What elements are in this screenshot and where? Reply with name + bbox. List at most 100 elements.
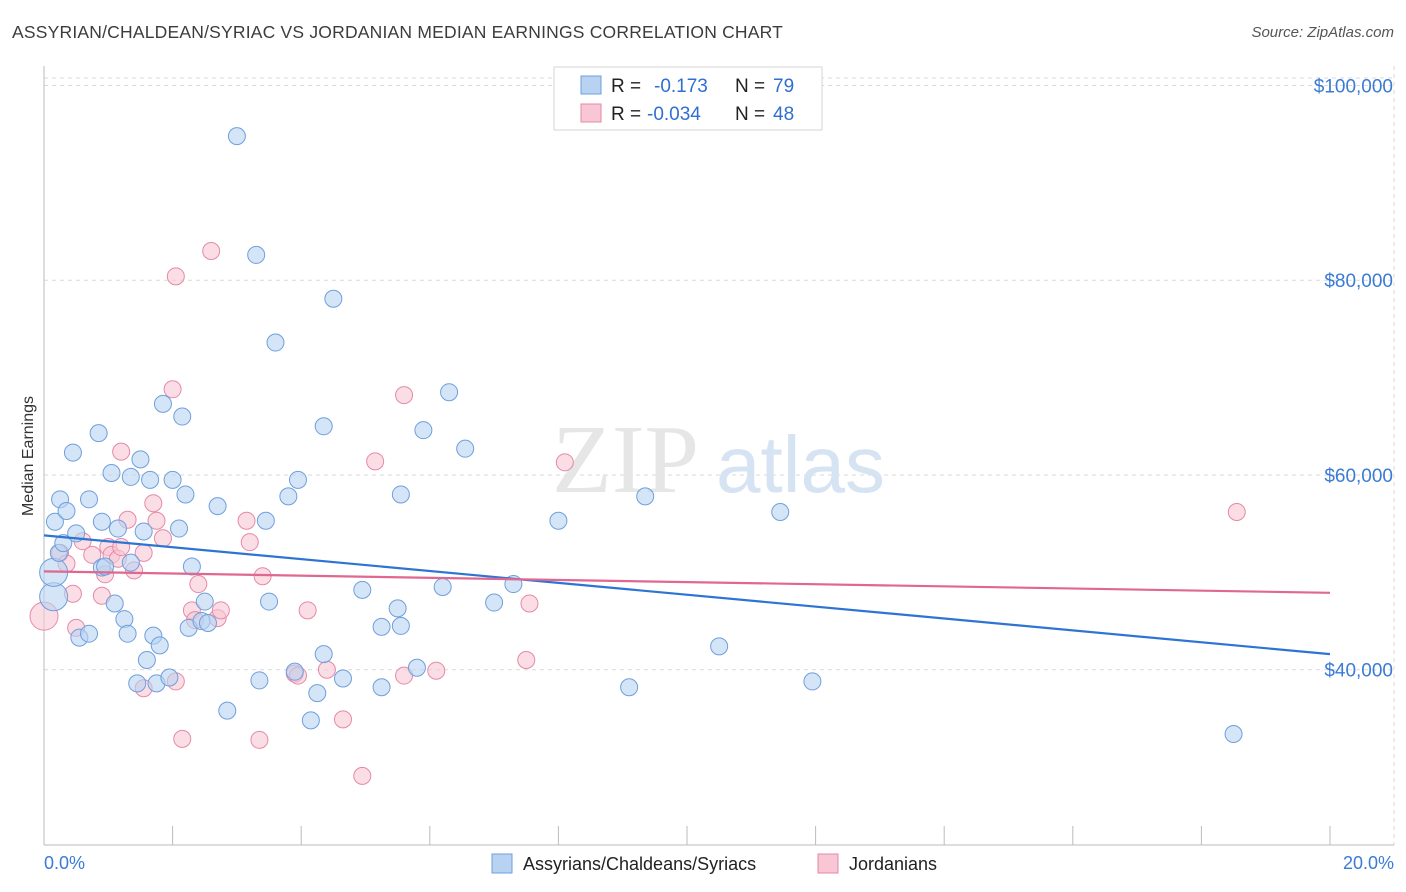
assyrian-point-15 bbox=[96, 557, 115, 576]
assyrian-point-68 bbox=[440, 383, 459, 402]
legend-n-label-1: N = bbox=[735, 76, 765, 97]
jordanian-point-13 bbox=[112, 442, 131, 461]
legend-r-value-1: -0.173 bbox=[654, 76, 708, 97]
jordanian-point-40 bbox=[353, 766, 372, 785]
stats-legend: R = -0.173 N = 79 R = -0.034 N = 48 bbox=[553, 66, 823, 131]
assyrian-point-5 bbox=[54, 534, 73, 553]
assyrian-point-75 bbox=[710, 637, 729, 656]
assyrian-point-54 bbox=[308, 684, 327, 703]
assyrian-point-52 bbox=[288, 470, 307, 489]
assyrian-point-49 bbox=[266, 333, 285, 352]
assyrian-point-13 bbox=[92, 512, 111, 531]
assyrian-point-30 bbox=[150, 636, 169, 655]
assyrian-point-21 bbox=[121, 553, 140, 572]
assyrian-point-78 bbox=[1224, 724, 1243, 743]
jordanian-point-6 bbox=[83, 545, 102, 564]
jordanian-point-22 bbox=[163, 380, 182, 399]
assyrian-point-33 bbox=[163, 470, 182, 489]
assyrian-point-31 bbox=[153, 394, 172, 413]
assyrian-point-41 bbox=[198, 613, 217, 632]
assyrian-point-56 bbox=[314, 417, 333, 436]
series-legend-label-pink: Jordanians bbox=[849, 854, 937, 874]
assyrian-point-35 bbox=[173, 407, 192, 426]
assyrian-point-44 bbox=[227, 127, 246, 146]
assyrian-point-67 bbox=[433, 577, 452, 596]
assyrian-point-58 bbox=[333, 669, 352, 688]
assyrian-point-62 bbox=[388, 599, 407, 618]
assyrian-point-72 bbox=[549, 511, 568, 530]
assyrian-point-59 bbox=[353, 580, 372, 599]
jordanian-point-20 bbox=[153, 529, 172, 548]
assyrians-points bbox=[39, 127, 1243, 743]
jordanian-point-44 bbox=[427, 661, 446, 680]
assyrian-point-18 bbox=[108, 519, 127, 538]
x-tick-label-min: 0.0% bbox=[44, 853, 85, 873]
assyrian-point-65 bbox=[407, 658, 426, 677]
jordanian-point-42 bbox=[395, 386, 414, 405]
assyrian-trend-line bbox=[43, 534, 1331, 656]
assyrian-point-45 bbox=[247, 245, 266, 264]
assyrian-point-32 bbox=[160, 668, 179, 687]
legend-r-value-2: -0.034 bbox=[647, 104, 701, 125]
assyrian-point-24 bbox=[131, 450, 150, 469]
jordanian-point-31 bbox=[237, 511, 256, 530]
y-tick-labels: $40,000 $60,000 $80,000 $100,000 bbox=[1314, 76, 1393, 681]
jordanian-point-46 bbox=[520, 594, 539, 613]
series-legend-swatch-blue bbox=[491, 853, 513, 874]
jordanian-point-37 bbox=[298, 601, 317, 620]
series-legend: Assyrians/Chaldeans/Syriacs Jordanians bbox=[491, 853, 937, 874]
watermark-zip: ZIP bbox=[552, 406, 699, 514]
assyrian-point-70 bbox=[485, 593, 504, 612]
assyrian-point-51 bbox=[285, 662, 304, 681]
assyrian-point-36 bbox=[176, 485, 195, 504]
assyrian-point-76 bbox=[771, 502, 790, 521]
assyrian-point-38 bbox=[182, 557, 201, 576]
assyrian-point-48 bbox=[260, 592, 279, 611]
assyrian-point-12 bbox=[89, 424, 108, 443]
assyrian-point-19 bbox=[115, 610, 134, 629]
watermark-atlas: atlas bbox=[716, 420, 885, 509]
legend-swatch-pink bbox=[580, 103, 602, 123]
x-tick-label-max: 20.0% bbox=[1343, 853, 1394, 873]
jordanian-point-45 bbox=[517, 650, 536, 669]
zipatlas-watermark: ZIP atlas bbox=[552, 406, 885, 514]
y-tick-label-3: $100,000 bbox=[1314, 76, 1393, 97]
assyrian-point-63 bbox=[391, 616, 410, 635]
jordanian-point-38 bbox=[317, 660, 336, 679]
assyrian-point-34 bbox=[170, 519, 189, 538]
jordanian-point-23 bbox=[166, 267, 185, 286]
assyrian-point-64 bbox=[391, 485, 410, 504]
legend-n-value-2: 48 bbox=[773, 104, 794, 125]
jordanian-point-27 bbox=[189, 575, 208, 594]
y-tick-label-2: $80,000 bbox=[1324, 271, 1393, 292]
y-tick-label-1: $60,000 bbox=[1324, 466, 1393, 487]
assyrian-point-26 bbox=[137, 650, 156, 669]
assyrian-point-25 bbox=[134, 522, 153, 541]
legend-n-label-2: N = bbox=[735, 104, 765, 125]
jordanian-point-18 bbox=[144, 494, 163, 513]
assyrian-point-0 bbox=[39, 582, 69, 612]
axes bbox=[43, 66, 1394, 846]
assyrian-point-16 bbox=[102, 464, 121, 483]
assyrian-point-20 bbox=[118, 624, 137, 643]
assyrian-point-77 bbox=[803, 672, 822, 691]
assyrian-point-23 bbox=[128, 674, 147, 693]
assyrian-point-66 bbox=[414, 421, 433, 440]
jordanian-point-34 bbox=[253, 567, 272, 586]
x-tick-labels: 0.0% 20.0% bbox=[44, 853, 1394, 873]
legend-r-label-2: R = bbox=[611, 104, 641, 125]
y-tick-label-0: $40,000 bbox=[1324, 661, 1393, 682]
legend-swatch-blue bbox=[580, 75, 602, 95]
assyrian-point-60 bbox=[372, 678, 391, 697]
assyrian-point-55 bbox=[314, 645, 333, 664]
legend-n-value-1: 79 bbox=[773, 76, 794, 97]
assyrian-point-22 bbox=[121, 467, 140, 486]
assyrian-point-42 bbox=[208, 497, 227, 516]
chart-title: ASSYRIAN/CHALDEAN/SYRIAC VS JORDANIAN ME… bbox=[12, 22, 784, 42]
assyrian-point-2 bbox=[45, 512, 64, 531]
y-axis-title: Median Earnings bbox=[20, 396, 37, 516]
assyrian-point-43 bbox=[218, 701, 237, 720]
assyrian-point-40 bbox=[195, 592, 214, 611]
assyrian-point-11 bbox=[80, 624, 99, 643]
jordanian-point-33 bbox=[250, 730, 269, 749]
